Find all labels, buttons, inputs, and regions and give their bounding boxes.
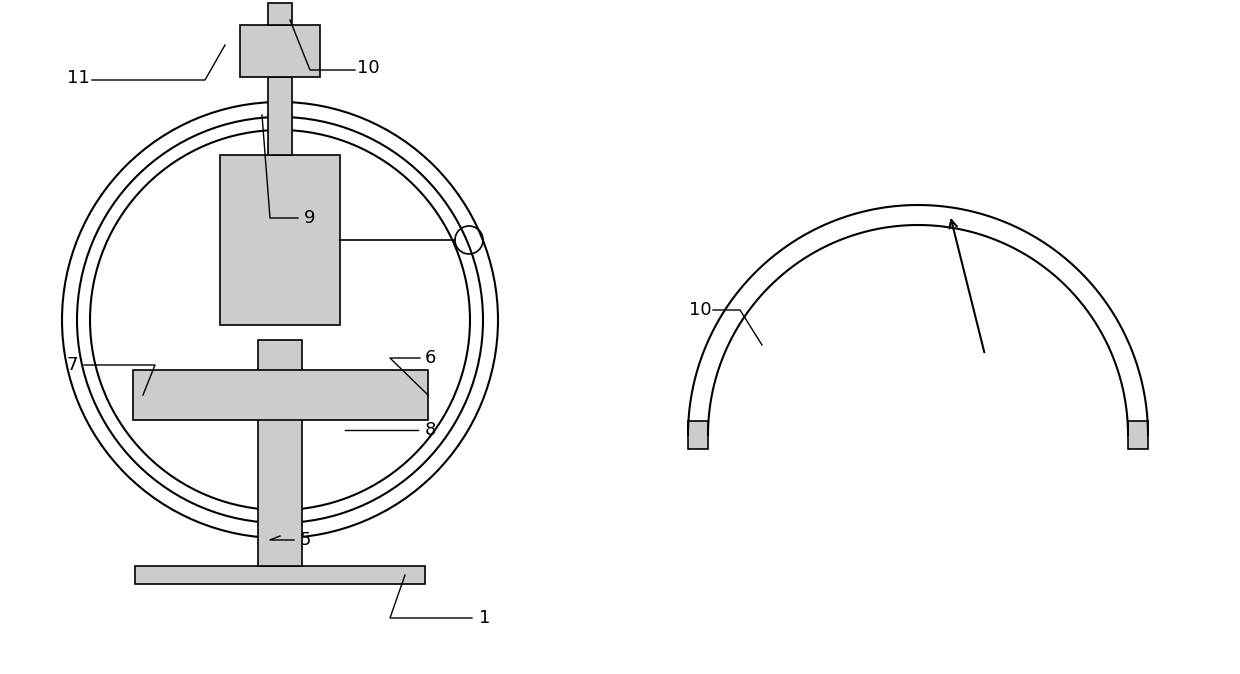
Text: 5: 5 (299, 531, 311, 549)
Text: 10: 10 (688, 301, 712, 319)
Bar (268, 77, 291, 155)
Text: 11: 11 (67, 69, 89, 87)
Bar (258, 340, 303, 566)
Text: 9: 9 (304, 209, 316, 227)
Bar (268, 3, 291, 25)
Text: 1: 1 (480, 609, 491, 627)
Text: 8: 8 (424, 421, 435, 439)
Text: 10: 10 (357, 59, 379, 77)
Bar (219, 155, 340, 325)
Bar (241, 25, 320, 77)
Text: 6: 6 (424, 349, 435, 367)
Bar (1128, 421, 1148, 449)
Text: 7: 7 (66, 356, 78, 374)
Bar (133, 370, 428, 420)
Bar (135, 566, 425, 584)
Bar (688, 421, 708, 449)
